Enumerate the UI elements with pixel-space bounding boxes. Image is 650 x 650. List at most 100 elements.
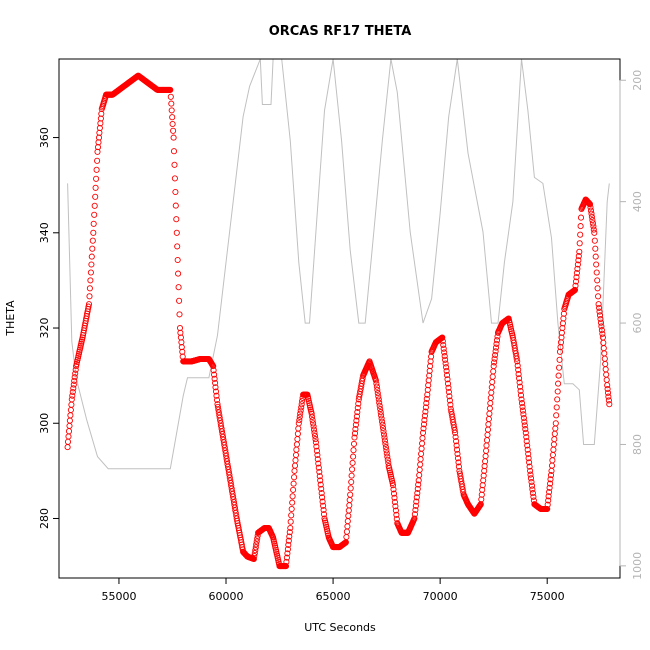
theta-point: [319, 498, 326, 505]
theta-point: [596, 304, 603, 311]
theta-point: [343, 533, 350, 541]
theta-point: [446, 393, 453, 400]
theta-point: [316, 468, 323, 475]
theta-point: [484, 431, 491, 438]
theta-point: [177, 329, 184, 336]
theta-point: [174, 243, 181, 250]
theta-point: [320, 502, 327, 509]
theta-point: [571, 286, 579, 293]
theta-point: [514, 358, 521, 365]
theta-point: [72, 370, 79, 377]
theta-point: [453, 446, 461, 453]
y-tick-label: 340: [38, 222, 51, 243]
theta-point: [347, 485, 354, 492]
theta-point: [288, 512, 295, 519]
theta-point: [527, 471, 534, 478]
theta-point: [520, 411, 527, 418]
theta-point: [483, 447, 490, 454]
theta-point: [170, 127, 177, 134]
theta-point: [487, 394, 494, 401]
theta-point: [344, 523, 351, 530]
theta-point: [91, 202, 98, 209]
theta-point: [419, 429, 427, 436]
theta-point: [88, 261, 95, 268]
theta-point: [312, 439, 319, 446]
theta-point: [318, 485, 325, 492]
theta-point: [514, 362, 521, 369]
theta-point: [87, 277, 94, 284]
theta-point: [478, 496, 485, 503]
theta-point: [589, 217, 596, 224]
theta-point: [346, 496, 353, 504]
theta-point: [413, 498, 420, 505]
theta-point: [552, 420, 559, 427]
theta-point: [414, 490, 421, 497]
right-tick-label: 200: [631, 70, 644, 91]
theta-point: [172, 202, 179, 209]
theta-point: [556, 364, 563, 371]
theta-point: [417, 456, 424, 463]
theta-point: [605, 393, 612, 400]
theta-point: [547, 472, 555, 479]
theta-point: [517, 383, 524, 390]
right-axis: 200 400 600 800 1000: [619, 70, 644, 580]
theta-point: [516, 375, 523, 382]
theta-point: [453, 442, 460, 449]
theta-point: [349, 459, 356, 466]
theta-point: [178, 344, 185, 351]
theta-point: [518, 396, 525, 403]
theta-point: [416, 472, 423, 479]
theta-point: [480, 472, 487, 479]
theta-point: [519, 403, 526, 410]
chart-title: ORCAS RF17 THETA: [269, 24, 412, 39]
x-tick-label: 60000: [209, 590, 244, 603]
theta-point: [253, 541, 260, 548]
theta-point: [389, 482, 397, 489]
theta-point: [377, 409, 384, 416]
theta-point: [554, 388, 561, 395]
theta-point: [296, 413, 303, 420]
theta-point: [574, 261, 581, 268]
theta-point: [453, 438, 460, 445]
theta-point: [452, 429, 459, 436]
theta-point: [96, 124, 103, 132]
theta-point: [589, 220, 596, 227]
theta-point: [210, 363, 217, 370]
theta-point: [250, 555, 257, 563]
theta-point: [211, 375, 218, 382]
theta-point: [377, 405, 384, 413]
theta-point: [595, 301, 602, 308]
theta-point: [351, 434, 358, 441]
theta-point: [553, 404, 560, 411]
theta-point: [446, 397, 453, 404]
theta-point: [314, 456, 321, 463]
theta-point: [598, 327, 605, 334]
theta-point: [392, 503, 399, 510]
theta-point: [520, 414, 527, 422]
theta-point: [372, 377, 379, 384]
theta-point: [418, 450, 425, 457]
theta-point: [171, 175, 178, 182]
theta-point: [218, 428, 226, 435]
theta-point: [167, 86, 174, 93]
theta-point: [488, 389, 495, 396]
theta-point: [297, 407, 304, 414]
theta-point: [373, 380, 380, 387]
theta-point: [493, 337, 501, 344]
theta-point: [493, 340, 500, 347]
theta-point: [556, 348, 564, 355]
theta-point: [544, 501, 551, 508]
theta-point: [442, 356, 449, 363]
theta-point: [319, 494, 326, 501]
theta-point: [552, 425, 559, 432]
theta-point: [439, 334, 446, 341]
theta-point: [486, 405, 493, 412]
theta-point: [577, 214, 585, 221]
theta-point: [528, 478, 535, 486]
theta-point: [65, 433, 72, 440]
theta-point: [252, 547, 259, 554]
theta-point: [417, 461, 424, 468]
theta-point: [490, 368, 497, 375]
theta-point: [414, 485, 421, 492]
